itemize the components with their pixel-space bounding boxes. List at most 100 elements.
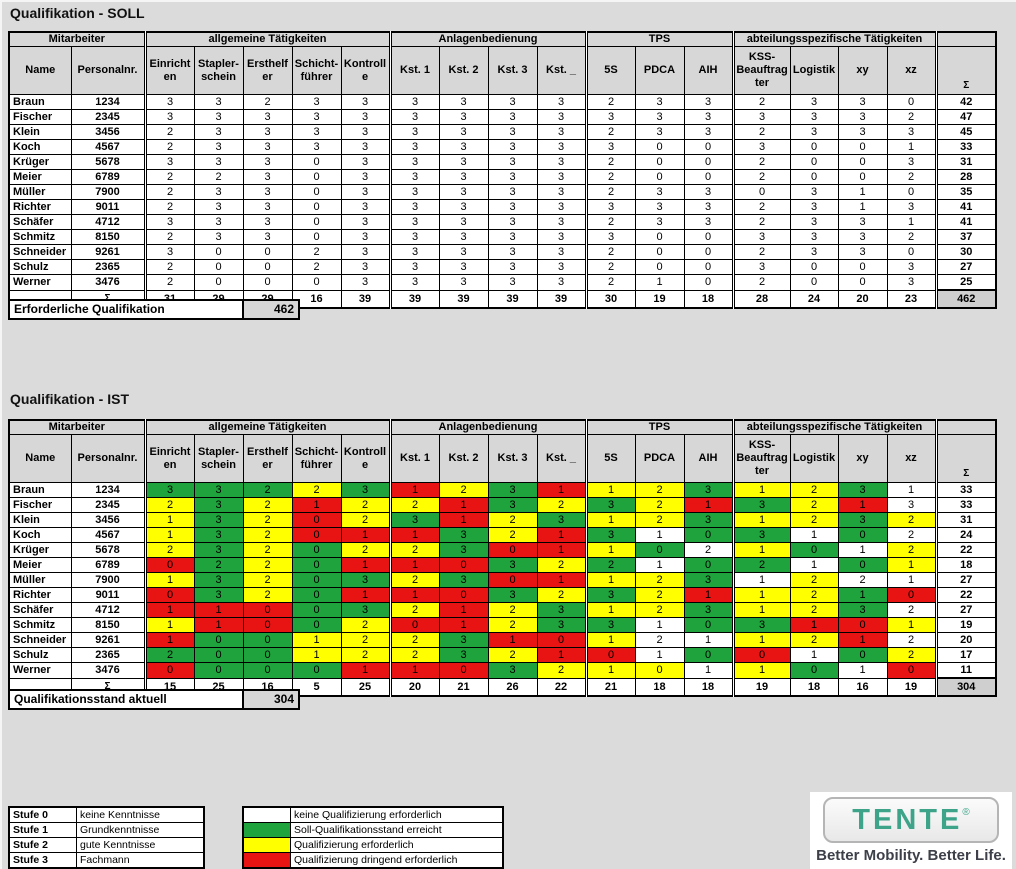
qualification-cell[interactable]: 0 [291, 542, 342, 558]
qualification-cell[interactable]: 3 [242, 139, 293, 155]
qualification-cell[interactable]: 2 [143, 229, 195, 245]
qualification-cell[interactable]: 3 [143, 109, 195, 125]
qualification-cell[interactable]: 0 [143, 662, 195, 679]
qualification-cell[interactable]: 2 [886, 169, 937, 185]
qualification-cell[interactable]: 1 [886, 557, 937, 573]
qualification-cell[interactable]: 1 [291, 632, 342, 648]
qualification-cell[interactable]: 0 [683, 169, 734, 185]
qualification-cell[interactable]: 3 [487, 497, 538, 513]
ist-summary-value[interactable]: 304 [242, 689, 300, 710]
qualification-cell[interactable]: 0 [291, 274, 342, 291]
qualification-cell[interactable]: 1 [584, 602, 636, 618]
qualification-cell[interactable]: 0 [291, 184, 342, 200]
qualification-cell[interactable]: 1 [837, 497, 888, 513]
qualification-cell[interactable]: 1 [634, 274, 685, 291]
qualification-cell[interactable]: 3 [536, 617, 587, 633]
qualification-cell[interactable]: 2 [789, 587, 839, 603]
qualification-cell[interactable]: 2 [340, 632, 391, 648]
qualification-cell[interactable]: 0 [683, 527, 734, 543]
qualification-cell[interactable]: 0 [242, 632, 293, 648]
qualification-cell[interactable]: 3 [731, 527, 791, 543]
row-sum-cell[interactable]: 22 [934, 542, 997, 558]
row-sum-cell[interactable]: 18 [934, 557, 997, 573]
qualification-cell[interactable]: 3 [242, 154, 293, 170]
qualification-cell[interactable]: 2 [242, 527, 293, 543]
qualification-cell[interactable]: 3 [291, 94, 342, 110]
qualification-cell[interactable]: 3 [487, 139, 538, 155]
qualification-cell[interactable]: 3 [584, 229, 636, 245]
qualification-cell[interactable]: 3 [388, 259, 440, 275]
qualification-cell[interactable]: 3 [438, 542, 489, 558]
qualification-cell[interactable]: 0 [388, 617, 440, 633]
qualification-cell[interactable]: 3 [886, 497, 937, 513]
row-sum-cell[interactable]: 31 [934, 154, 997, 170]
row-sum-cell[interactable]: 45 [934, 124, 997, 140]
qualification-cell[interactable]: 1 [438, 602, 489, 618]
qualification-cell[interactable]: 3 [438, 94, 489, 110]
qualification-cell[interactable]: 2 [886, 542, 937, 558]
qualification-cell[interactable]: 0 [291, 512, 342, 528]
column-sum-cell[interactable]: 24 [789, 289, 839, 309]
qualification-cell[interactable]: 2 [886, 527, 937, 543]
qualification-cell[interactable]: 3 [789, 214, 839, 230]
qualification-cell[interactable]: 3 [340, 572, 391, 588]
qualification-cell[interactable]: 3 [634, 109, 685, 125]
qualification-cell[interactable]: 3 [242, 184, 293, 200]
qualification-cell[interactable]: 3 [487, 109, 538, 125]
qualification-cell[interactable]: 1 [143, 632, 195, 648]
row-sum-cell[interactable]: 33 [934, 139, 997, 155]
column-sum-cell[interactable]: 39 [487, 289, 538, 309]
qualification-cell[interactable]: 1 [340, 557, 391, 573]
qualification-cell[interactable]: 3 [438, 259, 489, 275]
row-sum-cell[interactable]: 41 [934, 214, 997, 230]
qualification-cell[interactable]: 3 [242, 124, 293, 140]
qualification-cell[interactable]: 0 [634, 139, 685, 155]
qualification-cell[interactable]: 3 [487, 662, 538, 679]
qualification-cell[interactable]: 3 [837, 244, 888, 260]
qualification-cell[interactable]: 2 [731, 154, 791, 170]
qualification-cell[interactable]: 2 [193, 557, 244, 573]
qualification-cell[interactable]: 2 [584, 214, 636, 230]
qualification-cell[interactable]: 3 [487, 482, 538, 498]
qualification-cell[interactable]: 3 [536, 259, 587, 275]
qualification-cell[interactable]: 0 [634, 169, 685, 185]
qualification-cell[interactable]: 2 [731, 199, 791, 215]
qualification-cell[interactable]: 3 [340, 169, 391, 185]
qualification-cell[interactable]: 0 [683, 617, 734, 633]
qualification-cell[interactable]: 1 [683, 497, 734, 513]
row-sum-cell[interactable]: 41 [934, 199, 997, 215]
qualification-cell[interactable]: 2 [789, 512, 839, 528]
grand-total-cell[interactable]: 304 [934, 677, 997, 697]
qualification-cell[interactable]: 0 [837, 557, 888, 573]
column-sum-cell[interactable]: 20 [837, 289, 888, 309]
qualification-cell[interactable]: 3 [242, 214, 293, 230]
qualification-cell[interactable]: 2 [789, 497, 839, 513]
qualification-cell[interactable]: 0 [536, 632, 587, 648]
qualification-cell[interactable]: 2 [143, 169, 195, 185]
qualification-cell[interactable]: 1 [886, 214, 937, 230]
employee-name-cell[interactable]: Koch [8, 527, 72, 543]
qualification-cell[interactable]: 0 [584, 647, 636, 663]
qualification-cell[interactable]: 0 [789, 662, 839, 679]
qualification-cell[interactable]: 1 [193, 617, 244, 633]
qualification-cell[interactable]: 0 [143, 587, 195, 603]
column-sum-cell[interactable]: 39 [388, 289, 440, 309]
qualification-cell[interactable]: 2 [584, 169, 636, 185]
column-sum-cell[interactable]: 39 [340, 289, 391, 309]
qualification-cell[interactable]: 3 [487, 154, 538, 170]
qualification-cell[interactable]: 3 [886, 154, 937, 170]
qualification-cell[interactable]: 3 [340, 109, 391, 125]
qualification-cell[interactable]: 2 [242, 512, 293, 528]
qualification-cell[interactable]: 0 [242, 617, 293, 633]
qualification-cell[interactable]: 3 [536, 139, 587, 155]
qualification-cell[interactable]: 1 [886, 482, 937, 498]
qualification-cell[interactable]: 3 [487, 199, 538, 215]
qualification-cell[interactable]: 0 [242, 244, 293, 260]
qualification-cell[interactable]: 0 [193, 632, 244, 648]
qualification-cell[interactable]: 2 [388, 542, 440, 558]
qualification-cell[interactable]: 1 [388, 482, 440, 498]
qualification-cell[interactable]: 1 [584, 542, 636, 558]
qualification-cell[interactable]: 2 [731, 214, 791, 230]
qualification-cell[interactable]: 2 [683, 542, 734, 558]
qualification-cell[interactable]: 2 [536, 557, 587, 573]
